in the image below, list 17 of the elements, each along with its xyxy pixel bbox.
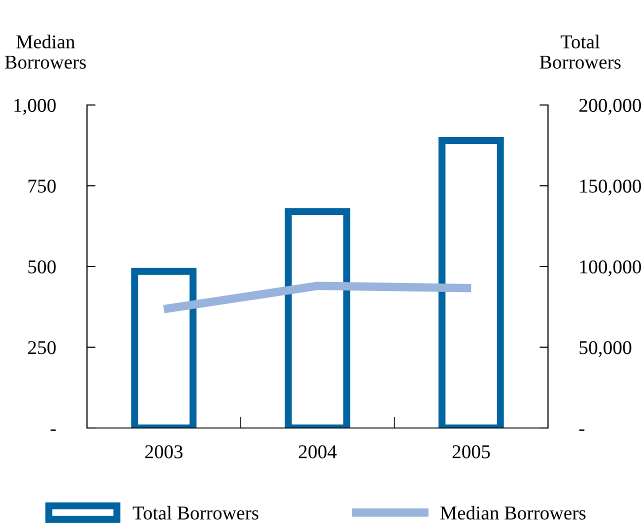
y2-axis-title: Total Borrowers [540,34,621,69]
y-tick-label: 250 [28,341,56,354]
y2-tick-label: 200,000 [579,98,641,115]
y2-tick-label: 150,000 [580,180,641,196]
y-tick-label: 500 [28,260,56,274]
legend-label: Median Borrowers [440,506,586,520]
y2-tick-label: 50,000 [580,341,632,357]
y-tick-label: 750 [28,180,56,193]
x-tick-label: 2004 [298,445,337,458]
y2-tick-label: 100,000 [580,260,641,276]
legend-label: Total Borrowers [132,506,258,520]
y2-tick-label: - [579,429,584,431]
x-tick-label: 2003 [145,445,183,458]
y-axis-title: Median Borrowers [5,34,86,69]
y-tick-label: - [50,429,56,431]
x-tick-label: 2005 [452,445,490,458]
y-tick-label: 1,000 [14,98,56,115]
